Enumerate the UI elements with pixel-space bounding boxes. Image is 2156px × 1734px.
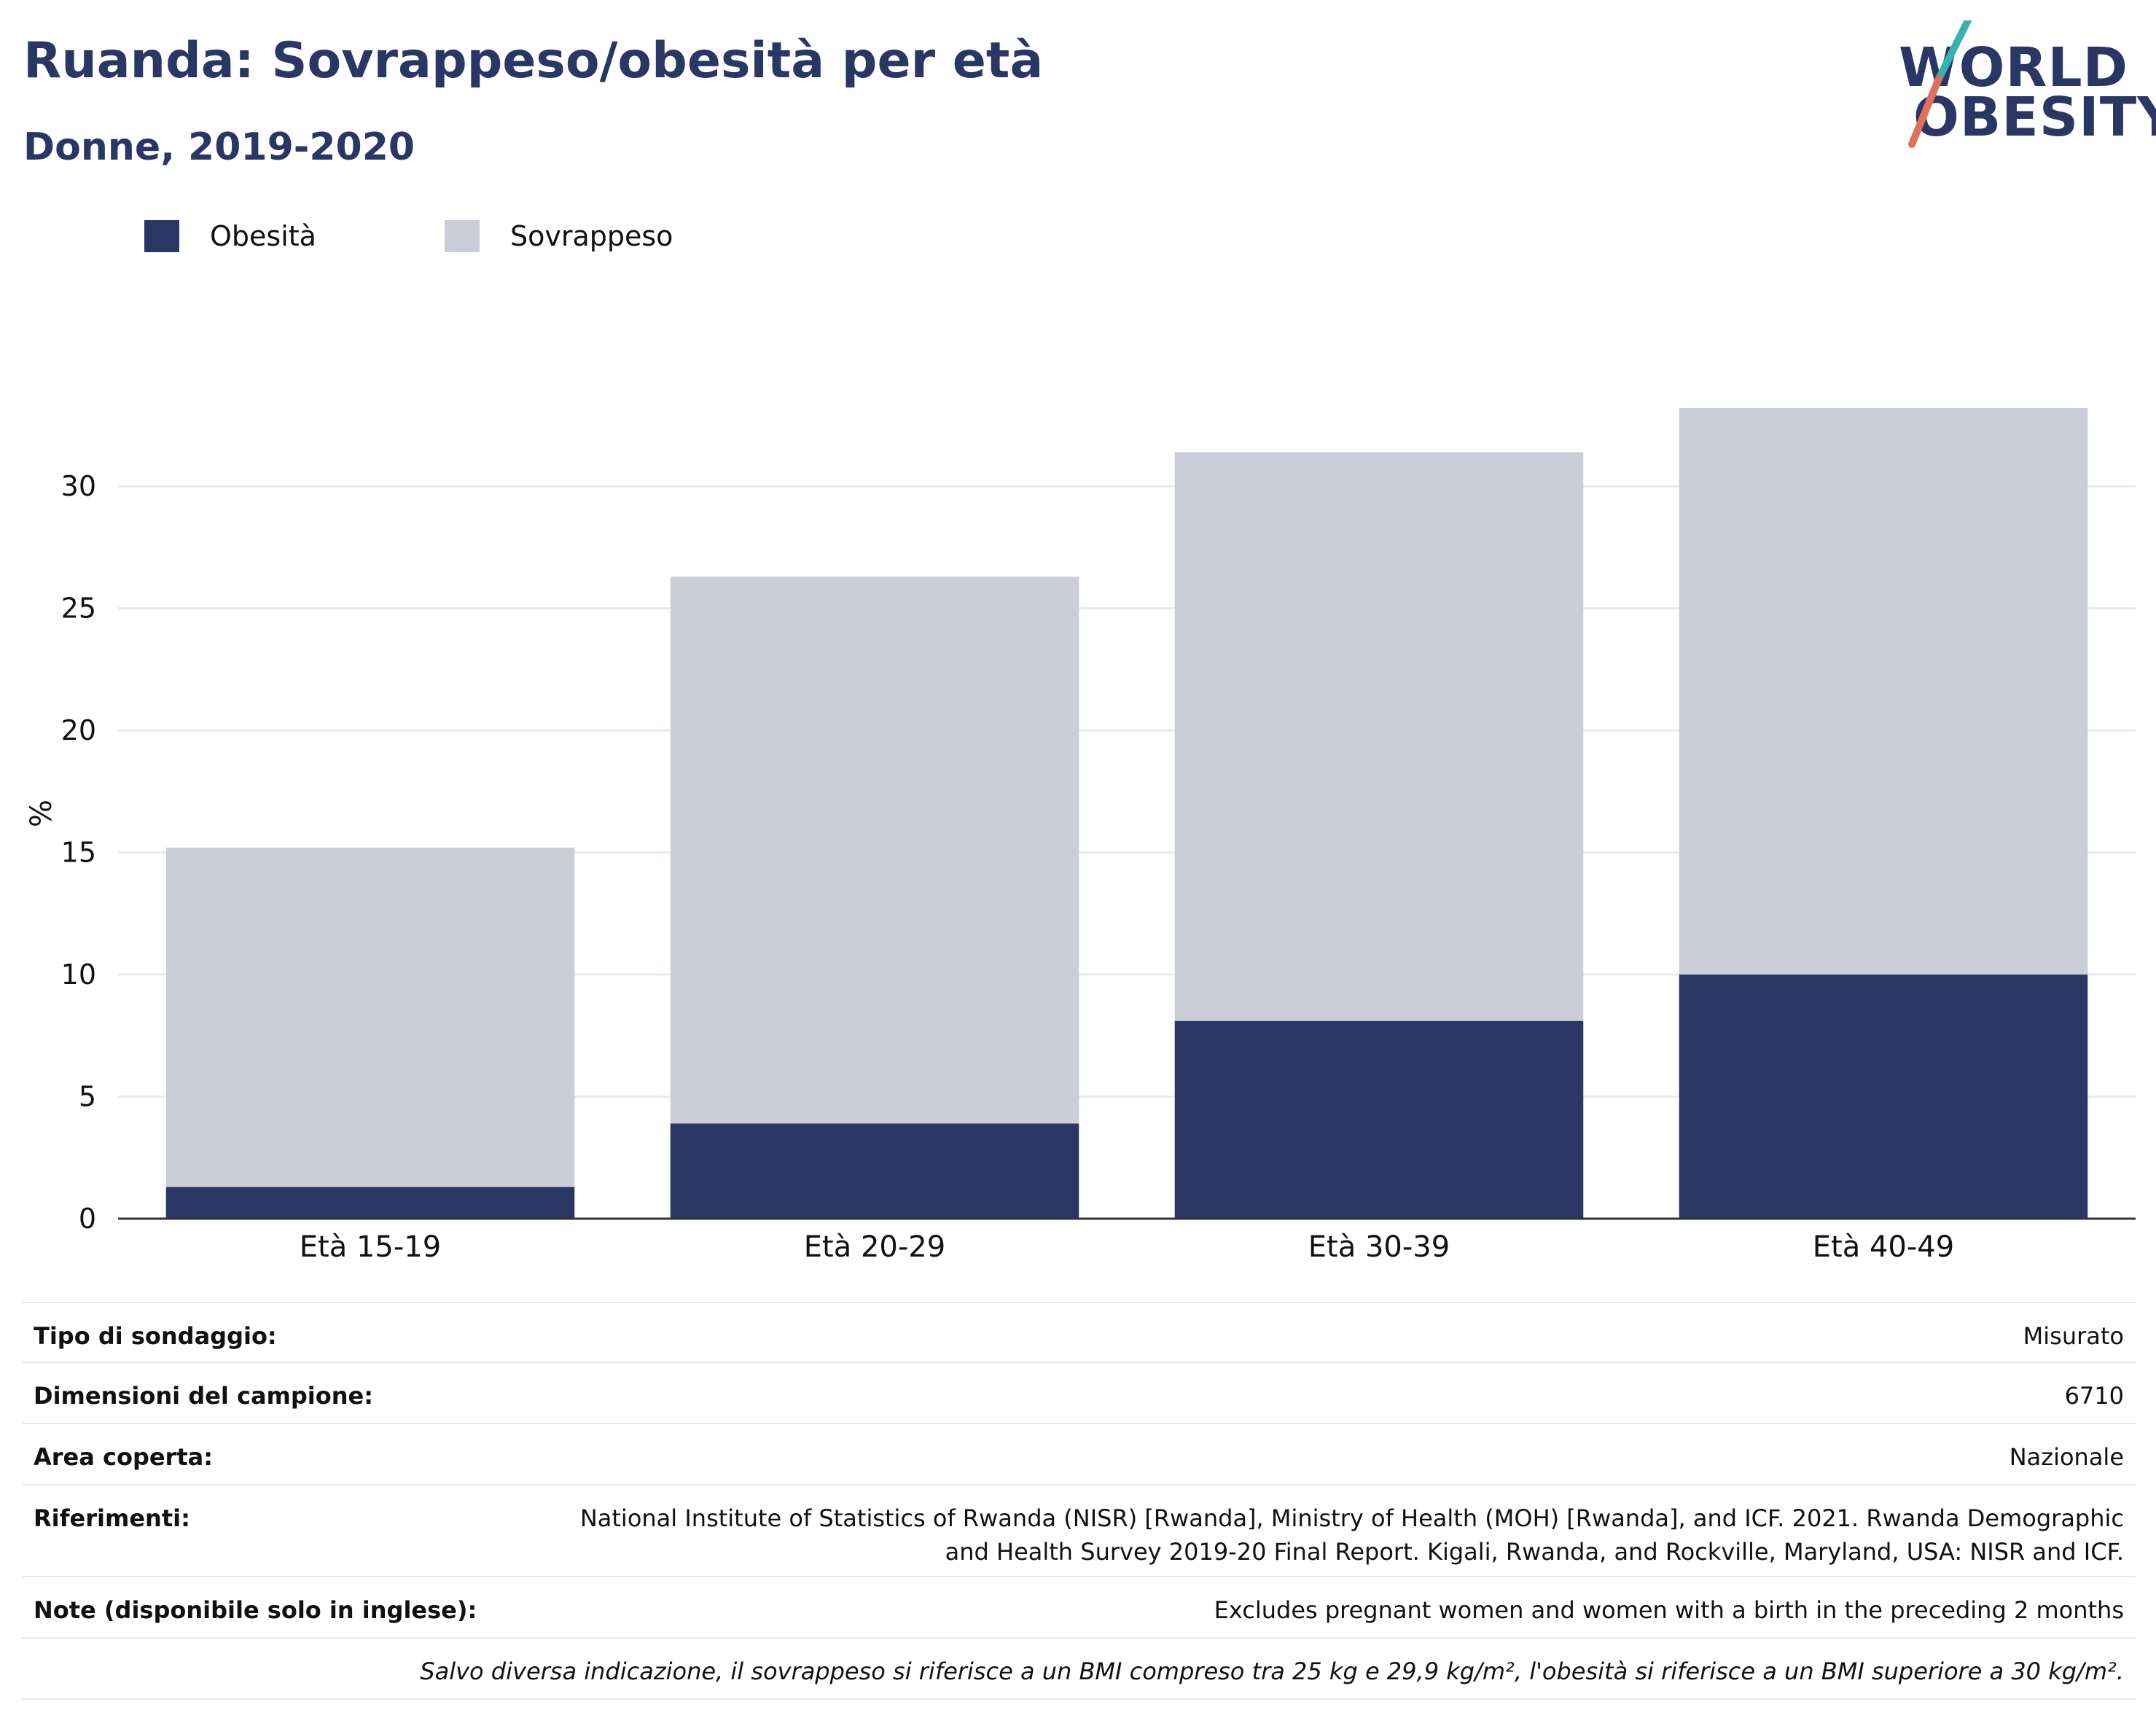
bar-sovrappeso-2 [1174, 452, 1584, 1021]
y-axis-label: % [25, 800, 58, 827]
bar-obesita-3 [1679, 975, 2088, 1219]
x-tick-label-1: Età 20-29 [804, 1230, 945, 1264]
info-footnote: Salvo diversa indicazione, il sovrappeso… [420, 1657, 2124, 1685]
y-tick-label-0: 0 [79, 1203, 96, 1235]
info-label-sample-size: Dimensioni del campione: [34, 1382, 374, 1410]
chart-subtitle: Donne, 2019-2020 [23, 125, 415, 169]
info-row-notes: Note (disponibile solo in inglese): Excl… [22, 1576, 2136, 1637]
legend-label-sovrappeso: Sovrappeso [510, 220, 673, 252]
info-row-survey-type: Tipo di sondaggio: Misurato [22, 1302, 2136, 1362]
info-value-references-line1: National Institute of Statistics of Rwan… [579, 1504, 2124, 1532]
info-row-footnote: Salvo diversa indicazione, il sovrappeso… [22, 1637, 2136, 1700]
info-label-references: Riferimenti: [34, 1504, 190, 1532]
bar-obesita-0 [165, 1187, 575, 1219]
y-tick-label-5: 5 [79, 1081, 96, 1113]
info-value-sample-size: 6710 [2064, 1382, 2124, 1410]
info-label-notes: Note (disponibile solo in inglese): [34, 1596, 477, 1624]
bar-chart: 0 5 10 15 20 25 30% Età 15-19 Età 20-29 Età 30-39… [25, 408, 2136, 1264]
world-obesity-logo: WORLD OBESITY [1899, 20, 2156, 152]
info-value-area: Nazionale [2009, 1443, 2124, 1471]
x-tick-label-0: Età 15-19 [300, 1230, 441, 1264]
info-value-survey-type: Misurato [2023, 1322, 2124, 1350]
bar-sovrappeso-1 [670, 577, 1079, 1124]
chart-title: Ruanda: Sovrappeso/obesità per età [23, 32, 1044, 90]
info-row-area: Area coperta: Nazionale [22, 1423, 2136, 1484]
legend-label-obesita: Obesità [210, 220, 316, 252]
bar-sovrappeso-3 [1679, 408, 2088, 975]
info-row-references: Riferimenti: National Institute of Stati… [22, 1484, 2136, 1576]
info-row-sample-size: Dimensioni del campione: 6710 [22, 1362, 2136, 1423]
info-label-survey-type: Tipo di sondaggio: [34, 1322, 277, 1350]
bar-obesita-1 [670, 1123, 1079, 1219]
y-tick-label-10: 10 [61, 958, 96, 991]
bar-sovrappeso-0 [165, 847, 575, 1187]
logo-slash-icon [1908, 20, 1972, 148]
legend-swatch-sovrappeso [445, 220, 480, 252]
y-tick-label-20: 20 [61, 714, 96, 746]
y-tick-label-25: 25 [61, 593, 96, 625]
info-value-notes: Excludes pregnant women and women with a… [1214, 1596, 2124, 1624]
x-tick-label-3: Età 40-49 [1813, 1230, 1954, 1264]
legend-swatch-obesita [144, 220, 179, 252]
y-tick-label-30: 30 [61, 470, 96, 502]
info-label-area: Area coperta: [34, 1443, 214, 1471]
bar-obesita-2 [1174, 1020, 1584, 1219]
info-value-references-line2: and Health Survey 2019-20 Final Report. … [945, 1538, 2124, 1566]
survey-info-table: Tipo di sondaggio: Misurato Dimensioni d… [22, 1302, 2136, 1700]
logo-line2: OBESITY [1913, 86, 2156, 149]
y-tick-label-15: 15 [61, 837, 96, 869]
x-tick-label-2: Età 30-39 [1308, 1230, 1450, 1264]
